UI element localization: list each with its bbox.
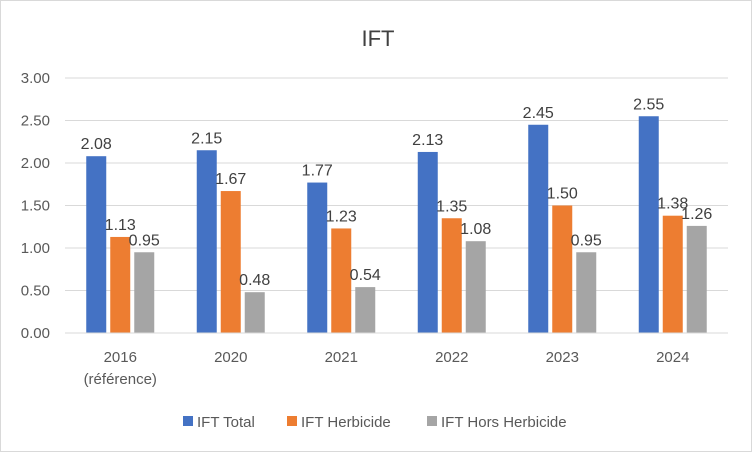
bar-ift-total xyxy=(86,156,107,333)
data-label: 0.54 xyxy=(350,267,381,284)
legend-swatch xyxy=(427,416,437,426)
data-label: 1.23 xyxy=(326,208,357,225)
data-label: 1.50 xyxy=(547,186,578,203)
x-tick-label: 2022 xyxy=(435,349,468,366)
legend-label: IFT Herbicide xyxy=(301,414,391,431)
bar-ift-herbicide xyxy=(552,205,573,333)
bar-ift-herbicide xyxy=(220,191,241,333)
y-tick-label: 0.00 xyxy=(21,325,50,342)
bar-ift-hors-herbicide xyxy=(686,225,707,333)
data-label: 2.15 xyxy=(191,130,222,147)
bar-ift-herbicide xyxy=(331,228,352,333)
bar-ift-hors-herbicide xyxy=(576,252,597,333)
bar-ift-herbicide xyxy=(441,218,462,333)
bar-ift-total xyxy=(196,150,217,333)
bar-ift-total xyxy=(417,151,438,333)
legend-swatch xyxy=(183,416,193,426)
x-tick-label: 2016 xyxy=(104,349,137,366)
bar-ift-total xyxy=(528,124,549,333)
x-tick-label: (référence) xyxy=(84,371,157,388)
data-label: 1.13 xyxy=(105,217,136,234)
bar-ift-hors-herbicide xyxy=(134,252,155,333)
bar-ift-hors-herbicide xyxy=(244,292,265,333)
bar-ift-hors-herbicide xyxy=(355,287,376,333)
data-label: 1.08 xyxy=(460,221,491,238)
y-tick-label: 2.50 xyxy=(21,113,50,130)
data-label: 0.48 xyxy=(239,272,270,289)
y-tick-label: 1.50 xyxy=(21,198,50,215)
data-label: 2.08 xyxy=(81,136,112,153)
data-label: 2.55 xyxy=(633,96,664,113)
data-label: 1.77 xyxy=(302,163,333,180)
y-tick-label: 2.00 xyxy=(21,155,50,172)
bar-ift-herbicide xyxy=(110,236,131,333)
legend-label: IFT Hors Herbicide xyxy=(441,414,567,431)
bar-ift-hors-herbicide xyxy=(465,241,486,333)
data-label: 0.95 xyxy=(571,232,602,249)
data-label: 1.26 xyxy=(681,206,712,223)
x-tick-label: 2024 xyxy=(656,349,689,366)
x-tick-label: 2020 xyxy=(214,349,247,366)
data-label: 2.45 xyxy=(523,105,554,122)
legend-label: IFT Total xyxy=(197,414,255,431)
data-label: 0.95 xyxy=(129,232,160,249)
x-tick-label: 2023 xyxy=(546,349,579,366)
bar-ift-total xyxy=(307,182,328,333)
x-tick-label: 2021 xyxy=(325,349,358,366)
data-label: 1.67 xyxy=(215,171,246,188)
y-tick-label: 0.50 xyxy=(21,283,50,300)
y-tick-label: 1.00 xyxy=(21,240,50,257)
data-label: 1.35 xyxy=(436,198,467,215)
data-label: 1.38 xyxy=(657,196,688,213)
y-tick-label: 3.00 xyxy=(21,70,50,87)
legend-swatch xyxy=(287,416,297,426)
bar-ift-total xyxy=(638,116,659,333)
bar-ift-herbicide xyxy=(662,215,683,333)
chart-title: IFT xyxy=(362,26,395,51)
data-label: 2.13 xyxy=(412,132,443,149)
